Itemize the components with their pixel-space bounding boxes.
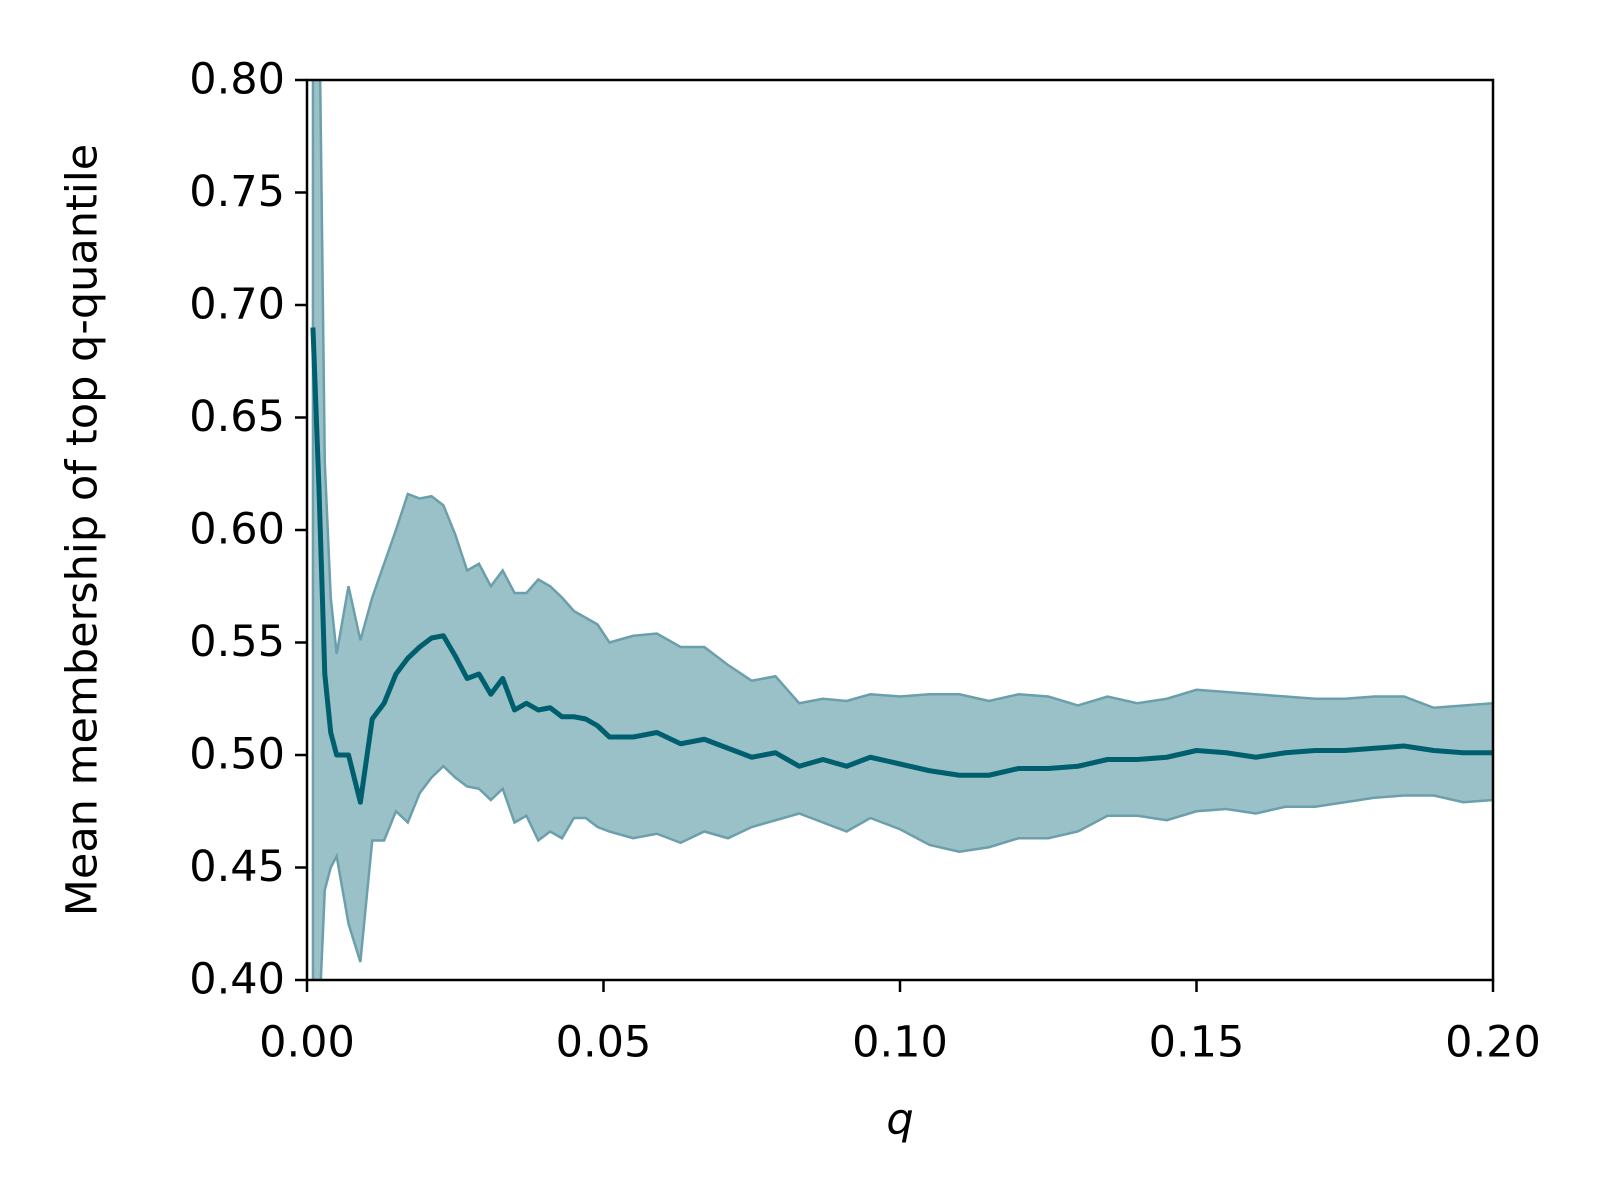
x-tick-label: 0.20: [1445, 1018, 1541, 1068]
y-tick-label: 0.60: [189, 505, 285, 555]
x-tick-label: 0.15: [1149, 1018, 1245, 1068]
plot-frame: [305, 78, 1495, 982]
mean-line: [310, 327, 1493, 805]
x-tick-label: 0.00: [259, 1018, 355, 1068]
y-axis-label: Mean membership of top q-quantile: [58, 144, 108, 916]
y-tick-label: 0.75: [189, 167, 285, 217]
y-tick-label: 0.50: [189, 730, 285, 780]
y-tick-label: 0.70: [189, 280, 285, 330]
x-tick-label: 0.05: [556, 1018, 652, 1068]
x-tick-label: 0.10: [852, 1018, 948, 1068]
y-tick-label: 0.80: [189, 55, 285, 105]
plot-area: [310, 80, 1493, 980]
y-tick-label: 0.65: [189, 392, 285, 442]
y-tick-label: 0.55: [189, 617, 285, 667]
x-axis-label: q: [886, 1095, 913, 1145]
confidence-band: [311, 80, 1493, 980]
y-tick-label: 0.45: [189, 842, 285, 892]
y-tick-label: 0.40: [189, 955, 285, 1005]
